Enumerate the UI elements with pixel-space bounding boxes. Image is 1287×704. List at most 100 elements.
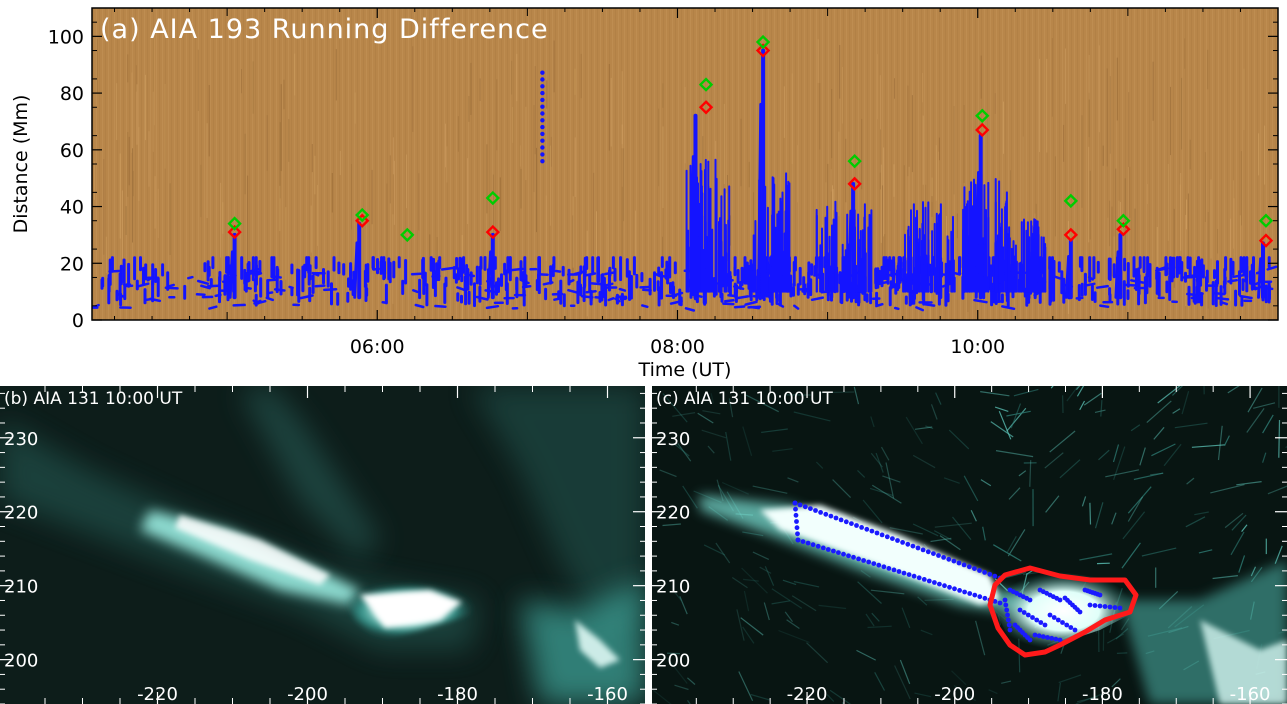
jet-band-streak [733, 305, 746, 309]
texture-filament [752, 485, 788, 494]
diamond-marker [847, 153, 862, 169]
blue-point [992, 599, 998, 604]
jet-band-streak [520, 279, 530, 285]
texture-streak [371, 169, 373, 225]
jet-band-streak [1155, 266, 1169, 272]
texture-streak [492, 174, 494, 265]
texture-filament [992, 544, 1022, 562]
blue-point [1034, 617, 1040, 623]
jet-spike-shoulder [486, 250, 493, 299]
blue-point [1030, 615, 1035, 620]
blue-point [876, 562, 882, 568]
x-tick-label: -160 [1230, 684, 1271, 704]
texture-streak [152, 91, 154, 152]
jet-band-streak [440, 266, 455, 271]
texture-filament [874, 672, 886, 691]
blue-point [828, 513, 834, 519]
texture-streak [519, 145, 521, 167]
texture-filament [1059, 459, 1081, 479]
texture-streak [1109, 200, 1111, 247]
texture-streak [1102, 145, 1104, 166]
texture-streak [1003, 228, 1005, 255]
panel-b-title: (b) AIA 131 10:00 UT [4, 389, 183, 409]
jet-band-streak [669, 299, 683, 305]
texture-streak [467, 158, 469, 224]
texture-streak [392, 214, 394, 304]
texture-streak [154, 176, 156, 229]
texture-streak [938, 137, 940, 161]
texture-streak [1217, 229, 1219, 254]
texture-streak [845, 138, 847, 203]
texture-streak [572, 196, 574, 268]
texture-filament [920, 629, 933, 636]
texture-filament [725, 431, 732, 461]
jet-spike-shoulder [1064, 255, 1071, 299]
x-tick-label: -180 [1082, 684, 1123, 704]
texture-filament [731, 577, 748, 589]
texture-filament [1107, 633, 1124, 644]
blue-point [1007, 627, 1013, 633]
isolated-dot [540, 97, 545, 103]
x-tick-label: -220 [787, 684, 828, 704]
texture-streak [1046, 58, 1048, 153]
texture-filament [752, 551, 770, 560]
texture-streak [1179, 184, 1181, 257]
jet-band-streak [232, 303, 246, 307]
texture-filament [995, 450, 1034, 458]
x-tick-label: -200 [934, 684, 975, 704]
texture-filament [1181, 391, 1190, 415]
texture-filament [1122, 511, 1146, 540]
texture-filament [736, 609, 745, 641]
jet-band-streak [618, 287, 627, 292]
texture-filament [880, 446, 890, 461]
x-tick-label: 06:00 [350, 336, 405, 358]
texture-filament [806, 642, 829, 664]
texture-filament [716, 479, 724, 502]
jet-band-streak [810, 296, 825, 302]
texture-filament [1116, 652, 1128, 654]
texture-streak [1167, 164, 1169, 241]
texture-filament [894, 665, 911, 700]
texture-filament [1241, 524, 1248, 532]
isolated-dot [540, 111, 545, 116]
texture-streak [931, 196, 933, 217]
texture-filament [764, 566, 775, 586]
texture-filament [857, 469, 866, 478]
panel-a-plot-area [92, 8, 1278, 320]
blue-point [825, 547, 831, 552]
blue-point [1002, 597, 1008, 603]
jet-band-streak [456, 286, 466, 292]
jet-band-streak [266, 291, 274, 295]
texture-streak [392, 137, 394, 175]
y-tick-label: 210 [4, 577, 38, 598]
texture-streak [288, 119, 290, 162]
panel-c-emission [700, 495, 1287, 704]
texture-filament [1115, 628, 1129, 640]
texture-filament [742, 426, 753, 456]
y-tick-label: 80 [60, 83, 84, 105]
jet-spike-shoulder [847, 209, 853, 299]
diamond-marker [698, 100, 714, 115]
texture-filament [1133, 472, 1164, 481]
blue-point [843, 519, 849, 525]
blue-point [1040, 634, 1046, 640]
texture-streak [903, 165, 905, 251]
texture-filament [1236, 481, 1262, 486]
jet-band-streak [475, 295, 489, 301]
texture-streak [572, 215, 574, 281]
texture-streak [279, 185, 281, 232]
jet-band-streak [684, 307, 696, 312]
texture-streak [206, 123, 208, 219]
blue-point [795, 531, 800, 537]
diamond-marker [975, 108, 990, 123]
texture-streak [1065, 48, 1066, 104]
texture-filament [871, 612, 880, 622]
texture-filament [870, 416, 875, 428]
texture-streak [105, 236, 107, 274]
texture-filament [1224, 512, 1244, 529]
jet-band-streak [590, 282, 603, 286]
texture-streak [1189, 139, 1191, 170]
texture-streak [1035, 203, 1037, 228]
jet-band-streak [200, 284, 211, 290]
texture-filament [1076, 386, 1085, 397]
